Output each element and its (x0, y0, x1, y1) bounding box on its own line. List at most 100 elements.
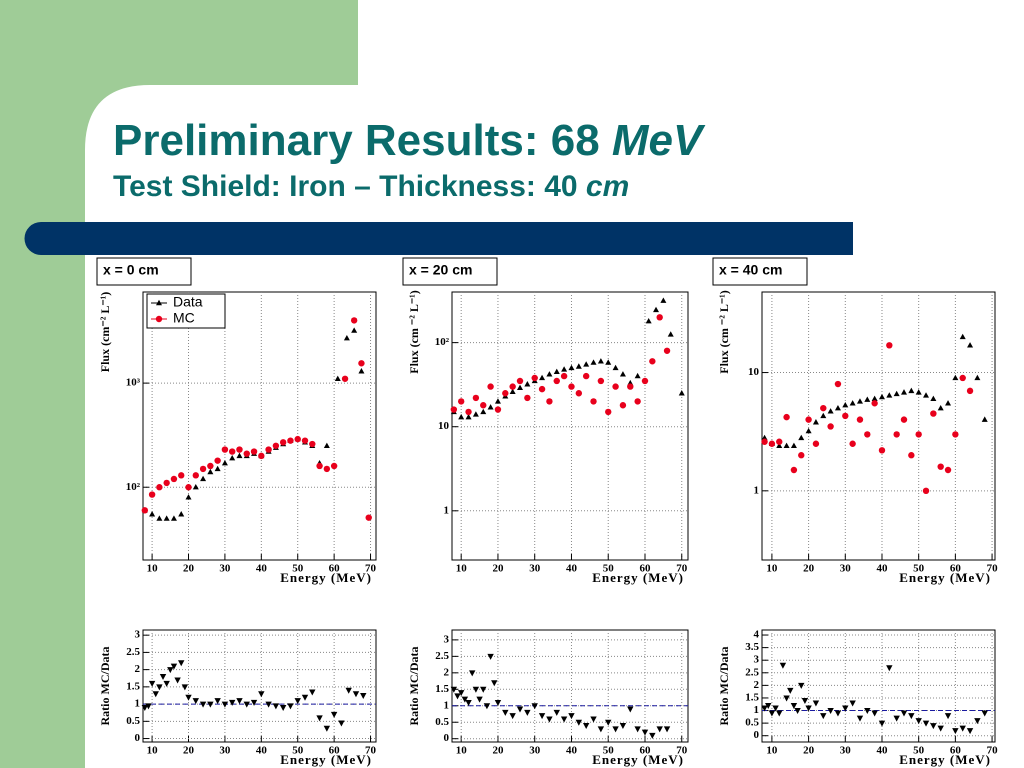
marker (323, 442, 330, 448)
marker (167, 667, 174, 674)
marker (974, 374, 981, 381)
marker (605, 359, 612, 365)
marker (575, 363, 582, 369)
y-tick-label: 2.5 (435, 650, 449, 662)
marker (656, 726, 663, 733)
panel-label: x = 40 cm (719, 262, 782, 278)
marker (856, 715, 864, 722)
marker (174, 677, 181, 684)
marker (148, 680, 156, 687)
marker (472, 411, 479, 417)
marker (214, 457, 221, 464)
marker (959, 333, 966, 340)
marker (294, 698, 301, 705)
marker (343, 334, 350, 341)
marker (649, 732, 656, 739)
marker (546, 398, 553, 405)
marker (787, 687, 794, 694)
marker (156, 684, 163, 691)
subtitle-italic: cm (586, 170, 629, 203)
y-tick-label: 2 (135, 663, 141, 675)
marker (776, 438, 783, 445)
y-tick-label: 1.5 (126, 680, 140, 692)
y-tick-label: 0 (135, 732, 141, 744)
marker (502, 709, 509, 716)
marker (834, 710, 842, 717)
title-italic: MeV (612, 116, 706, 165)
y-tick-label: 10² (126, 481, 141, 493)
marker (214, 465, 221, 472)
y-tick-label: 0.5 (745, 717, 759, 729)
marker (323, 465, 331, 473)
marker (524, 709, 531, 716)
marker (915, 431, 922, 438)
marker (316, 462, 323, 470)
marker (790, 442, 797, 449)
marker (149, 511, 156, 517)
marker (886, 342, 893, 349)
marker (480, 686, 487, 693)
marker (487, 653, 494, 660)
marker (575, 719, 583, 726)
y-tick-label: 10 (748, 366, 760, 378)
y-tick-label: 1.5 (435, 683, 449, 695)
marker (761, 434, 768, 441)
marker (156, 299, 162, 306)
marker (294, 435, 301, 443)
marker (575, 390, 583, 397)
legend-label: Data (173, 294, 203, 310)
y-tick-label: 3.5 (745, 641, 759, 653)
marker (842, 401, 849, 408)
legend-label: MC (173, 310, 195, 326)
marker (502, 390, 509, 397)
x-tick-label: 60 (639, 563, 651, 575)
marker (469, 670, 476, 677)
marker (351, 327, 358, 333)
y-tick-label: 2.5 (126, 646, 140, 658)
marker (265, 701, 272, 708)
marker (619, 371, 626, 377)
x-tick-label: 10 (147, 563, 159, 575)
marker (338, 720, 345, 727)
slide-subtitle: Test Shield: Iron – Thickness: 40 cm (113, 170, 629, 203)
marker (524, 381, 531, 387)
x-tick-label: 20 (803, 563, 815, 575)
marker (258, 452, 265, 460)
marker (590, 716, 597, 723)
marker (561, 366, 568, 372)
y-axis-title: Flux (cm⁻² L⁻¹) (98, 292, 112, 373)
x-tick-label: 30 (219, 745, 231, 757)
marker (279, 705, 287, 712)
x-tick-label: 50 (292, 745, 304, 757)
marker (192, 698, 199, 705)
x-tick-label: 60 (329, 563, 341, 575)
x-tick-label: 50 (913, 563, 925, 575)
marker (221, 460, 228, 466)
marker (966, 728, 974, 735)
x-tick-label: 70 (365, 563, 377, 575)
marker (952, 728, 959, 735)
marker (937, 463, 944, 470)
marker (170, 475, 178, 483)
marker (483, 703, 491, 710)
marker (323, 725, 331, 732)
y-tick-label: 0 (754, 729, 760, 741)
marker (627, 706, 634, 713)
x-tick-label: 30 (219, 563, 231, 575)
x-tick-label: 10 (766, 563, 778, 575)
marker (236, 446, 243, 453)
marker (279, 439, 287, 446)
marker (820, 404, 827, 412)
marker (612, 726, 619, 733)
marker (221, 446, 229, 453)
y-tick-label: 1 (754, 484, 760, 496)
marker (553, 709, 560, 716)
marker (864, 708, 871, 715)
marker (480, 402, 487, 409)
y-tick-label: 2 (444, 666, 450, 678)
marker (487, 383, 494, 390)
marker (952, 374, 959, 381)
x-tick-label: 70 (987, 745, 999, 757)
marker (908, 452, 915, 459)
x-tick-label: 30 (840, 745, 852, 757)
